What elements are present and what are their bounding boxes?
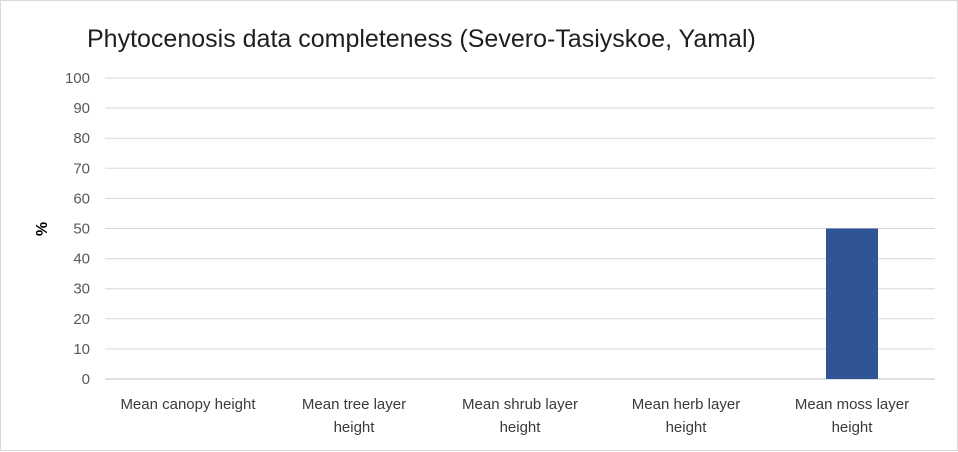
y-axis-label: % [34,222,51,236]
y-tick-label: 60 [73,190,90,207]
y-tick-label: 90 [73,100,90,117]
x-tick-label: Mean canopy height [120,396,256,413]
y-tick-label: 40 [73,251,90,268]
x-tick-label: Mean tree layer height [302,396,406,436]
bar [826,228,878,379]
y-tick-label: 10 [73,341,90,358]
x-tick-label: Mean moss layer height [795,396,909,436]
y-tick-label: 70 [73,160,90,177]
y-tick-label: 50 [73,221,90,238]
chart-title: Phytocenosis data completeness (Severo-T… [87,25,756,53]
y-tick-label: 20 [73,311,90,328]
y-tick-label: 30 [73,281,90,298]
x-tick-label: Mean shrub layer height [462,396,578,436]
x-tick-label: Mean herb layer height [632,396,740,436]
y-tick-label: 0 [82,371,90,388]
y-tick-label: 100 [65,70,90,87]
y-tick-label: 80 [73,130,90,147]
